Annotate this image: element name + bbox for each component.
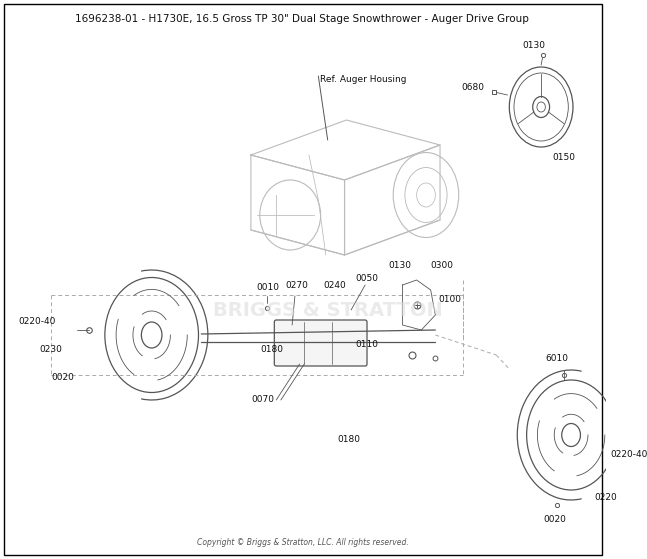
Text: 0240: 0240 [323, 281, 345, 290]
Text: 0130: 0130 [389, 261, 411, 270]
Text: 0230: 0230 [39, 345, 62, 354]
Text: Ref. Auger Housing: Ref. Auger Housing [320, 75, 407, 84]
Text: Copyright © Briggs & Stratton, LLC. All rights reserved.: Copyright © Briggs & Stratton, LLC. All … [197, 538, 408, 547]
Text: 0020: 0020 [543, 515, 566, 524]
Text: 0070: 0070 [251, 395, 274, 404]
Text: 6010: 6010 [545, 354, 568, 363]
Text: 0110: 0110 [356, 340, 378, 349]
Text: 0010: 0010 [256, 283, 280, 292]
Text: 0220-40: 0220-40 [610, 450, 647, 459]
Text: 0020: 0020 [52, 373, 74, 382]
Text: 1696238-01 - H1730E, 16.5 Gross TP 30" Dual Stage Snowthrower - Auger Drive Grou: 1696238-01 - H1730E, 16.5 Gross TP 30" D… [76, 14, 529, 24]
Text: 0680: 0680 [461, 83, 485, 92]
Text: 0130: 0130 [522, 41, 545, 50]
Text: 0100: 0100 [438, 295, 461, 304]
FancyBboxPatch shape [274, 320, 367, 366]
Text: 0180: 0180 [260, 345, 283, 354]
Text: BRIGGS & STRATTON: BRIGGS & STRATTON [213, 301, 443, 320]
Text: 0050: 0050 [356, 274, 378, 283]
Text: 0180: 0180 [337, 435, 360, 444]
Text: 0220-40: 0220-40 [19, 317, 56, 326]
Text: 0220: 0220 [595, 493, 617, 502]
Text: 0300: 0300 [431, 261, 454, 270]
Text: 0270: 0270 [285, 281, 309, 290]
Text: 0150: 0150 [553, 153, 575, 162]
